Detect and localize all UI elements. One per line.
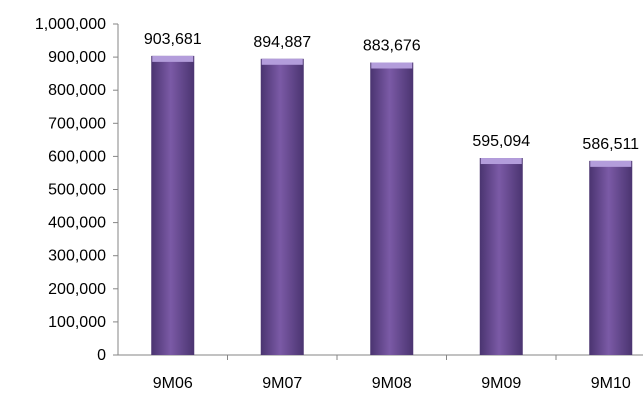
- y-tick-label: 300,000: [48, 248, 106, 265]
- bar-cap-9M07: [261, 58, 303, 65]
- y-axis: 0 100,000 200,000 300,000 400,000 500,000 600,…: [35, 16, 119, 364]
- data-labels: 903,681 894,887 883,676 595,094 586,511: [144, 31, 639, 153]
- bar-cap-9M06: [152, 55, 194, 62]
- bar-9M06: [151, 55, 195, 355]
- y-tick-label: 1,000,000: [35, 16, 106, 33]
- y-tick-label: 900,000: [48, 49, 106, 66]
- y-tick-label: 700,000: [48, 115, 106, 132]
- y-tick-label: 400,000: [48, 215, 106, 232]
- bar-9M10: [589, 160, 633, 355]
- bar-cap-9M09: [480, 158, 522, 165]
- bar-9M07: [260, 58, 304, 355]
- x-tick-label: 9M07: [262, 375, 302, 392]
- x-tick-label: 9M06: [153, 375, 193, 392]
- data-label-9M06: 903,681: [144, 31, 202, 48]
- y-tick-label: 500,000: [48, 182, 106, 199]
- bar-9M09: [479, 158, 523, 355]
- y-tick-label: 800,000: [48, 82, 106, 99]
- y-tick-label: 200,000: [48, 281, 106, 298]
- x-tick-label: 9M08: [372, 375, 412, 392]
- bar-cap-9M08: [371, 62, 413, 69]
- y-tick-label: 0: [97, 347, 106, 364]
- y-tick-label: 600,000: [48, 148, 106, 165]
- data-label-9M07: 894,887: [253, 34, 311, 51]
- x-tick-label: 9M09: [481, 375, 521, 392]
- y-tick-label: 100,000: [48, 314, 106, 331]
- x-axis: 9M06 9M07 9M08 9M09 9M10: [118, 354, 643, 392]
- bar-9M08: [370, 62, 414, 356]
- data-label-9M09: 595,094: [472, 133, 530, 150]
- x-tick-label: 9M10: [591, 375, 631, 392]
- bars: [151, 55, 633, 356]
- data-label-9M10: 586,511: [582, 136, 639, 153]
- data-label-9M08: 883,676: [363, 38, 421, 55]
- bar-cap-9M10: [590, 160, 632, 167]
